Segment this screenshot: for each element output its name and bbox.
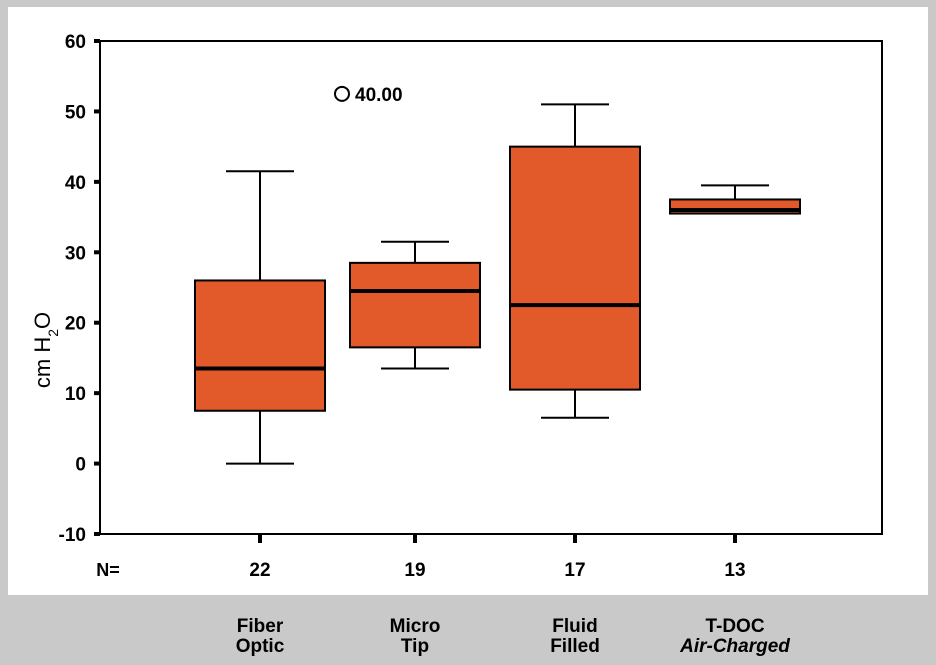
n-value: 19 [404,560,425,581]
category-label-line2: Air-Charged [680,636,790,657]
y-tick-label: 10 [65,384,86,405]
outlier-point [334,85,350,102]
category-label-line2: Optic [235,636,285,657]
box-group [194,170,326,465]
category-label-line1: Micro [389,616,441,637]
n-value: 22 [249,560,270,581]
category-label-line1: T-DOC [705,616,765,637]
y-axis-label-end: O [30,312,55,329]
y-axis-label: cm H2O [30,312,61,388]
box-group [349,240,481,370]
n-value: 17 [564,560,585,581]
category-label-line2: Tip [400,636,430,657]
y-tick-label: 20 [65,314,86,335]
n-label: N= [96,560,120,580]
category-label-line2: Filled [550,636,600,657]
y-axis-label-main: cm H [30,337,55,388]
y-axis-label-sub: 2 [45,329,61,337]
box [194,279,326,412]
y-tick-label: 30 [65,243,86,264]
y-tick-label: 0 [75,455,86,476]
category-label: T-DOC Air-Charged [655,617,815,657]
outlier-label: 40.00 [355,85,403,106]
category-labels: Fiber Optic Micro Tip Fluid Filled T-DOC Air-Ch… [0,595,936,665]
y-tick-label: 50 [65,102,86,123]
category-label-line1: Fluid [552,616,598,637]
y-tick-label: 60 [65,32,86,53]
chart-panel: -10 0 10 20 30 40 50 60 N= 22 19 17 13 40.00 cm H2O [8,7,928,595]
category-label: Fluid Filled [495,617,655,657]
boxplot-chart: -10 0 10 20 30 40 50 60 N= 22 19 17 13 40.00 cm H2O [30,32,883,581]
y-tick-label: 40 [65,173,86,194]
category-label: Micro Tip [335,617,495,657]
y-tick-label: -10 [59,525,86,546]
plot-frame [99,40,883,535]
n-value: 13 [724,560,745,581]
box-group [669,184,801,215]
box [349,261,481,349]
category-label-line1: Fiber [236,616,284,637]
category-label: Fiber Optic [180,617,340,657]
box-group [509,103,641,419]
box [509,145,641,391]
